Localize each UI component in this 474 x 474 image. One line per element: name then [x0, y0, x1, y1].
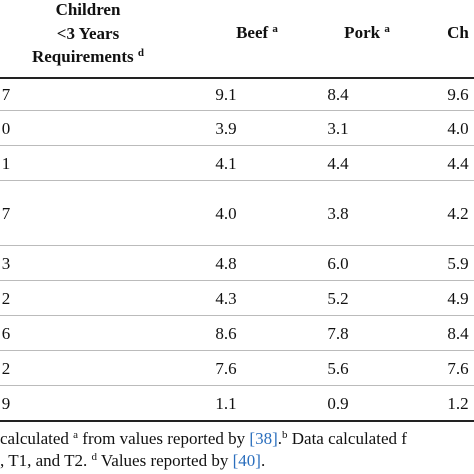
bottom-rule — [0, 420, 474, 422]
header-text: Ch — [447, 23, 469, 42]
superscript: b — [282, 429, 288, 441]
table-cell: 6.0 — [327, 253, 349, 273]
table-cell: 7.8 — [327, 323, 349, 343]
table-cell: 0.9 — [327, 393, 349, 413]
table-cell: 7 — [1, 85, 11, 104]
row-rule — [0, 315, 474, 316]
table-cell: 4.8 — [215, 253, 237, 273]
row-rule — [0, 280, 474, 281]
footnote-text: from values reported by — [78, 429, 250, 448]
header-cell: Ch — [447, 23, 469, 43]
header-rule — [0, 77, 474, 79]
table-cell: 4.4 — [447, 153, 469, 173]
reference-link: [40] — [232, 451, 261, 470]
table-cell: 5.9 — [447, 253, 469, 273]
table-cell: 3.8 — [327, 203, 349, 223]
table-cell: 9 — [1, 393, 11, 413]
row-rule — [0, 245, 474, 246]
footnote-line: , T1, and T2. d Values reported by [40]. — [0, 451, 265, 471]
header-cell: <3 Years — [57, 24, 119, 44]
table-cell: 1.2 — [447, 393, 469, 413]
table-cell: 4.2 — [447, 203, 469, 223]
table-cell: 8.6 — [215, 323, 237, 343]
header-cell: Beef a — [236, 23, 278, 43]
header-text: Pork — [344, 23, 381, 42]
table-cell: 7 — [1, 203, 11, 223]
table-cell: 5.2 — [327, 288, 349, 308]
table-cell: 9.1 — [215, 85, 237, 104]
row-rule — [0, 350, 474, 351]
table-cell: 4.9 — [447, 288, 469, 308]
reference-link: [38] — [249, 429, 278, 448]
footnote-text: , T1, and T2. — [0, 451, 92, 470]
table-cell: 5.6 — [327, 358, 349, 378]
table-cell: 2 — [1, 358, 11, 378]
header-text: Children — [55, 0, 121, 19]
header-cell: Pork a — [344, 23, 390, 43]
superscript: a — [272, 23, 278, 35]
footnote-text: . — [260, 451, 266, 470]
table-cell: 4.0 — [447, 118, 469, 138]
table-cell: 7.6 — [447, 358, 469, 378]
footnote-line: calculated a from values reported by [38… — [0, 429, 407, 449]
table-cell: 1.1 — [215, 393, 237, 413]
superscript: d — [91, 451, 97, 463]
row-rule — [0, 180, 474, 181]
header-text: Beef — [236, 23, 269, 42]
table-cell: 3.9 — [215, 118, 237, 138]
header-text: <3 Years — [56, 23, 120, 43]
row-rule — [0, 385, 474, 386]
table-cell: 6 — [1, 323, 11, 343]
row-rule — [0, 145, 474, 146]
table-cell: 3 — [1, 253, 11, 273]
table-cell: 9.6 — [447, 85, 469, 104]
header-text: Requirements — [31, 47, 134, 66]
header-cell: Children — [56, 0, 121, 20]
header-cell: Requirements d — [32, 47, 144, 67]
table-cell: 2 — [1, 288, 11, 308]
table-cell: 8.4 — [327, 85, 349, 104]
table-cell: 0 — [1, 118, 11, 138]
superscript: d — [137, 47, 145, 59]
table-cell: 4.1 — [215, 153, 237, 173]
table-cell: 3.1 — [327, 118, 349, 138]
footnote-text: Values reported by — [96, 451, 233, 470]
table-cell: 8.4 — [447, 323, 469, 343]
footnote-text: . — [277, 429, 282, 448]
table-cell: 4.4 — [327, 153, 349, 173]
footnote-text: calculated — [0, 429, 74, 448]
table-cell: 4.0 — [215, 203, 237, 223]
superscript: a — [73, 429, 79, 441]
table-cell: 4.3 — [215, 288, 237, 308]
table-cell: 1 — [1, 153, 11, 173]
row-rule — [0, 110, 474, 111]
table-cell: 7.6 — [215, 358, 237, 378]
superscript: a — [384, 23, 390, 35]
footnote-text: Data calculated f — [287, 429, 407, 448]
